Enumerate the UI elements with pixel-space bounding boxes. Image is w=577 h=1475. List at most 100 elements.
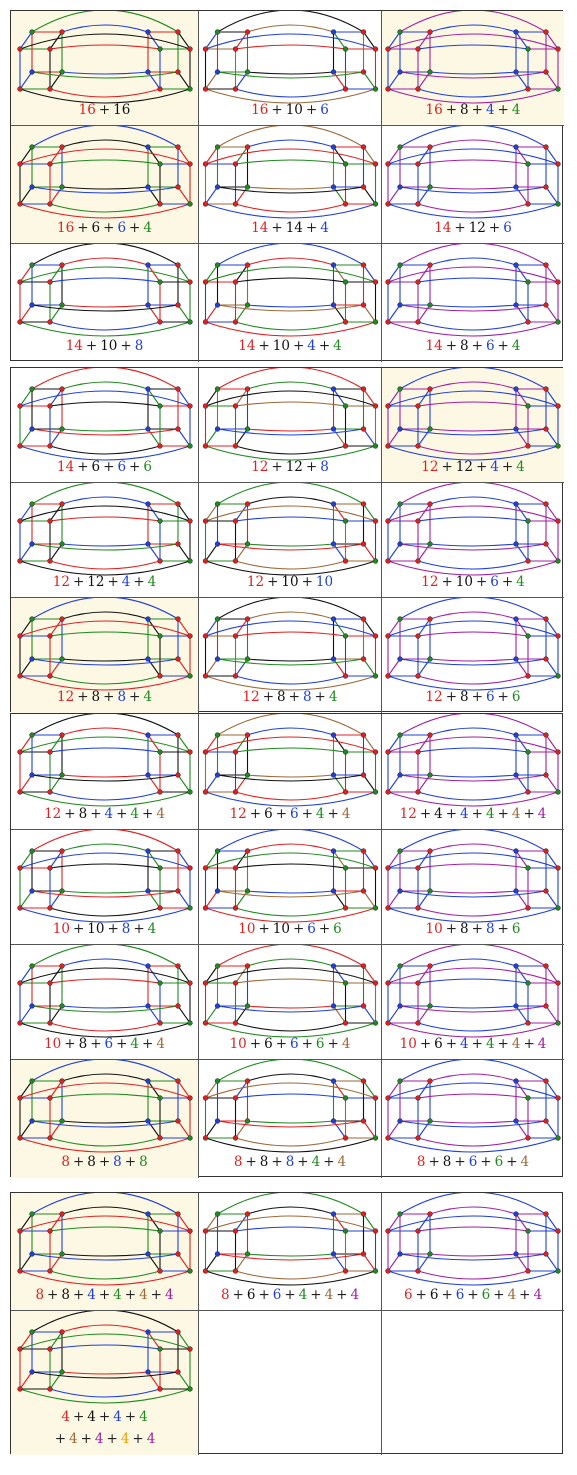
edge	[177, 304, 191, 323]
vertex	[360, 29, 367, 35]
vertex	[330, 302, 337, 308]
edge	[545, 1005, 559, 1024]
edge	[235, 146, 248, 165]
graph-drawing	[202, 830, 379, 923]
edge	[417, 264, 431, 283]
vertex	[555, 1020, 561, 1026]
plus-sign: +	[142, 806, 154, 822]
edge	[333, 186, 346, 205]
edge	[19, 1080, 33, 1099]
vertex	[29, 1211, 35, 1217]
vertex	[513, 772, 519, 778]
cycle-length: 4	[320, 220, 329, 236]
edge	[399, 1193, 547, 1215]
edge	[235, 675, 346, 685]
plus-sign: +	[301, 1036, 313, 1052]
edge	[205, 736, 376, 753]
edge	[387, 186, 401, 205]
cycle-length: 10	[238, 921, 256, 937]
vertex	[427, 69, 433, 75]
decomposition-cell: 14 +10 +4 +4	[199, 244, 382, 362]
cycle-length: 6	[434, 1036, 443, 1052]
vertex	[555, 319, 561, 325]
edge	[333, 734, 346, 753]
edge	[399, 1253, 547, 1261]
vertex	[214, 541, 221, 547]
edge	[205, 965, 218, 984]
edge	[61, 843, 149, 852]
edge	[147, 774, 161, 793]
plus-sign: +	[284, 1287, 296, 1303]
cycle-length: 14	[57, 459, 75, 475]
cycle-length: 8	[121, 921, 131, 937]
vertex	[59, 1251, 65, 1257]
cycle-length: 12	[57, 689, 75, 705]
vertex	[543, 501, 549, 507]
graph-drawing	[385, 1060, 561, 1153]
vertex	[415, 558, 421, 564]
edge	[19, 1005, 33, 1024]
edge	[205, 1270, 376, 1286]
cycle-length: 12	[44, 806, 62, 822]
edge	[19, 543, 33, 562]
cycle-length: 8	[302, 689, 312, 705]
vertex	[555, 633, 561, 639]
vertex	[330, 656, 337, 662]
edge	[49, 978, 161, 984]
edge	[49, 401, 161, 407]
vertex	[47, 749, 53, 755]
edge	[177, 186, 191, 205]
edge	[49, 1344, 161, 1350]
caption: 12 +12 +4 +4	[11, 574, 198, 590]
vertex	[525, 633, 531, 639]
vertex	[330, 501, 337, 507]
vertex	[525, 558, 531, 564]
edge	[515, 965, 529, 984]
vertex	[372, 905, 379, 911]
cycle-length: 6	[490, 574, 499, 590]
edge	[49, 1120, 63, 1139]
edge	[205, 304, 218, 323]
vertex	[59, 1078, 65, 1084]
vertex	[244, 1003, 251, 1009]
vertex	[330, 184, 337, 190]
vertex	[513, 262, 519, 268]
edge	[515, 850, 529, 869]
cycle-length: 10	[87, 921, 105, 937]
edge	[217, 483, 364, 505]
edge	[205, 266, 376, 283]
edge	[49, 503, 63, 522]
vertex	[372, 518, 379, 524]
vertex	[543, 144, 549, 150]
vertex	[202, 46, 209, 52]
cycle-length: 4	[324, 1287, 334, 1303]
edge	[333, 71, 346, 90]
edge	[235, 1120, 248, 1139]
edge	[177, 1080, 191, 1099]
edge	[417, 1120, 431, 1139]
cycle-length: 4	[315, 806, 325, 822]
cycle-length: 10	[272, 921, 290, 937]
vertex	[17, 749, 23, 755]
edge	[545, 1253, 559, 1272]
edge	[399, 543, 547, 551]
edge	[247, 24, 334, 33]
edge	[399, 774, 547, 782]
edge	[363, 618, 376, 637]
edge	[61, 890, 149, 894]
vertex	[187, 1346, 193, 1352]
plus-sign: +	[292, 921, 305, 937]
cycle-length: 16	[113, 102, 131, 118]
vertex	[397, 616, 403, 622]
plus-sign: +	[258, 921, 270, 937]
edge	[19, 503, 33, 522]
edge	[333, 31, 346, 50]
edge	[363, 658, 376, 677]
edge	[429, 1253, 517, 1257]
vertex	[214, 963, 221, 969]
cycle-length: 4	[333, 338, 342, 354]
vertex	[342, 633, 349, 639]
graph-drawing	[17, 945, 193, 1038]
plus-sign: +	[497, 921, 509, 937]
plus-sign: +	[314, 689, 326, 705]
